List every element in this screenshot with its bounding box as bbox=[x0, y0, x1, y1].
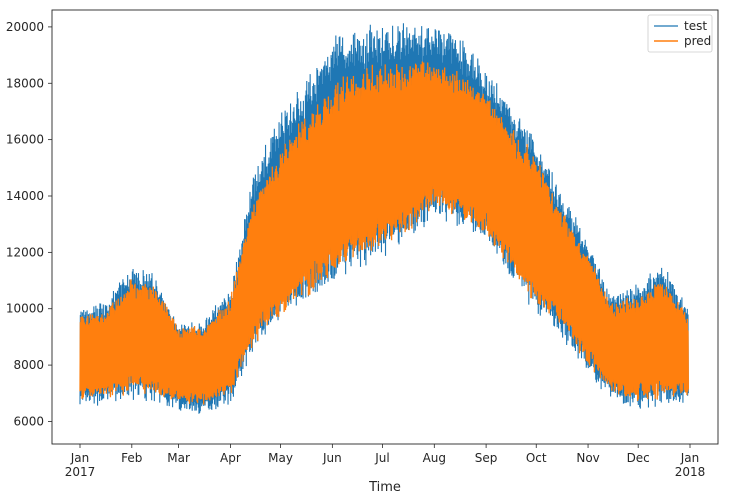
plot-frame bbox=[51, 9, 719, 445]
x-tick-label: Dec bbox=[627, 451, 650, 465]
y-tick-label: 16000 bbox=[6, 133, 44, 147]
y-tick-label: 8000 bbox=[13, 358, 44, 372]
x-tick-label: May bbox=[268, 451, 293, 465]
x-tick-label: Feb bbox=[121, 451, 142, 465]
x-tick-label: Nov bbox=[576, 451, 599, 465]
x-tick-label: Aug bbox=[423, 451, 446, 465]
x-tick-label: Jun bbox=[322, 451, 342, 465]
x-axis-label: Time bbox=[368, 480, 401, 495]
y-axis: 6000 8000 10000 12000 14000 16000 18000 20000 bbox=[6, 20, 52, 428]
x-tick-label: Apr bbox=[220, 451, 241, 465]
y-tick-label: 18000 bbox=[6, 76, 44, 90]
x-tick-label: Jan bbox=[70, 451, 90, 465]
x-tick-label: Sep bbox=[475, 451, 498, 465]
x-tick-label: Jul bbox=[374, 451, 389, 465]
legend-label-test: test bbox=[684, 19, 707, 33]
legend-box bbox=[647, 14, 713, 53]
x-tick-label: Jan bbox=[680, 451, 700, 465]
y-tick-label: 10000 bbox=[6, 302, 44, 316]
y-tick-label: 20000 bbox=[6, 20, 44, 34]
legend-label-pred: pred bbox=[684, 34, 711, 48]
y-tick-label: 14000 bbox=[6, 189, 44, 203]
x-tick-label: Oct bbox=[526, 451, 547, 465]
x-tick-sublabel: 2018 bbox=[675, 465, 706, 479]
series-line-test bbox=[79, 23, 689, 414]
x-tick-label: Mar bbox=[167, 451, 190, 465]
y-tick-label: 12000 bbox=[6, 245, 44, 259]
x-tick-sublabel: 2017 bbox=[65, 465, 96, 479]
series-line-pred bbox=[79, 61, 689, 405]
series-layer bbox=[79, 23, 689, 414]
y-tick-label: 6000 bbox=[13, 414, 44, 428]
